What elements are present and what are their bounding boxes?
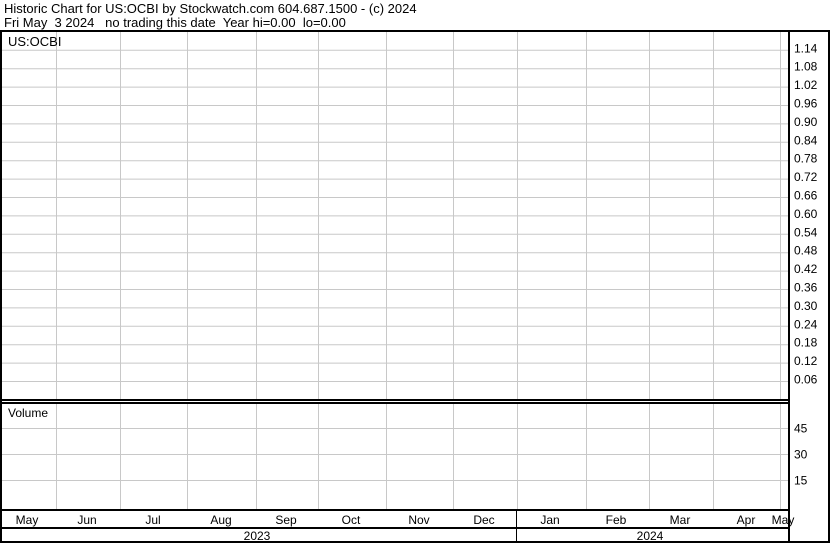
year-divider [516,510,517,543]
volume-tick-label: 15 [794,474,808,488]
price-tick-label: 0.24 [794,317,818,331]
volume-pane-title: Volume [8,406,49,420]
month-label: Dec [473,513,494,527]
price-pane-title: US:OCBI [8,34,62,49]
price-pane-bottom [0,399,790,401]
price-tick-label: 0.90 [794,115,818,129]
price-tick-label: 0.06 [794,373,818,387]
price-tick-label: 0.84 [794,133,818,147]
month-label: Sep [275,513,297,527]
price-tick-label: 0.54 [794,225,818,239]
month-label: Jun [77,513,96,527]
month-label: Oct [342,513,361,527]
month-label: Mar [670,513,691,527]
month-label: Aug [210,513,231,527]
month-label: May [16,513,39,527]
year-label: 2024 [637,529,664,543]
chart-header-title: Historic Chart for US:OCBI by Stockwatch… [4,1,417,16]
chart-header-status: Fri May 3 2024 no trading this date Year… [4,15,346,30]
price-tick-label: 1.14 [794,41,818,55]
month-axis-line [0,509,790,511]
month-label: Jul [145,513,160,527]
price-tick-label: 0.48 [794,244,818,258]
price-tick-label: 0.30 [794,299,818,313]
month-label: Jan [540,513,559,527]
year-axis-line [0,527,790,529]
month-label: Apr [737,513,756,527]
price-tick-label: 0.72 [794,170,818,184]
price-tick-label: 0.66 [794,189,818,203]
price-tick-label: 1.08 [794,60,818,74]
price-tick-label: 0.96 [794,97,818,111]
chart-frame [0,30,830,543]
price-tick-label: 0.78 [794,152,818,166]
price-tick-label: 0.18 [794,336,818,350]
volume-tick-label: 30 [794,448,808,462]
month-label: Nov [408,513,429,527]
price-axis-line [788,30,790,543]
price-tick-label: 0.36 [794,281,818,295]
volume-tick-label: 45 [794,422,808,436]
price-tick-label: 0.12 [794,354,818,368]
price-tick-label: 0.60 [794,207,818,221]
price-tick-label: 0.42 [794,262,818,276]
price-tick-label: 1.02 [794,78,818,92]
volume-pane-top [0,402,790,404]
year-label: 2023 [244,529,271,543]
month-label: Feb [606,513,627,527]
